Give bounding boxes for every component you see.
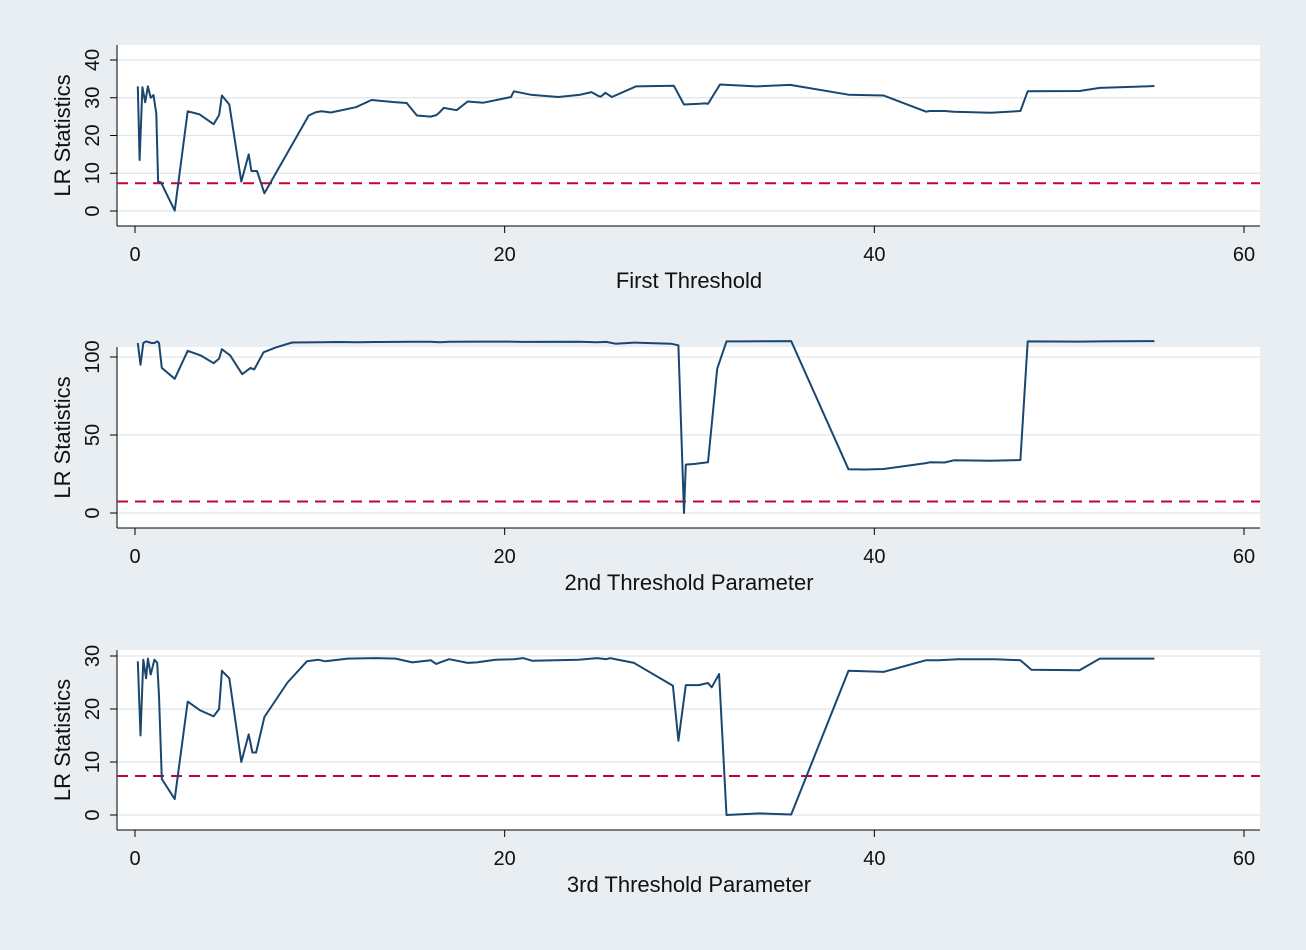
y-axis-title: LR Statistics — [50, 679, 75, 801]
y-tick-label: 10 — [82, 162, 104, 184]
x-tick-label: 40 — [863, 546, 885, 568]
y-tick-label: 20 — [82, 124, 104, 146]
y-tick-label: 10 — [82, 751, 104, 773]
y-tick-label: 0 — [82, 507, 104, 518]
lr-statistic-series-line — [136, 657, 1155, 816]
x-axis-title: First Threshold — [616, 268, 762, 293]
y-tick-label: 40 — [82, 49, 104, 71]
x-tick-label: 60 — [1233, 848, 1255, 870]
y-tick-label: 30 — [82, 87, 104, 109]
x-tick-label: 40 — [863, 848, 885, 870]
lr-statistic-series-line — [136, 340, 1155, 514]
y-axis-title: LR Statistics — [50, 74, 75, 196]
x-tick-label: 0 — [129, 546, 140, 568]
x-tick-label: 20 — [494, 848, 516, 870]
x-tick-label: 20 — [494, 244, 516, 266]
y-tick-label: 50 — [82, 424, 104, 446]
y-tick-label: 20 — [82, 698, 104, 720]
plot-area — [117, 347, 1260, 528]
x-tick-label: 60 — [1233, 244, 1255, 266]
x-axis-title: 2nd Threshold Parameter — [564, 570, 813, 595]
y-tick-label: 100 — [82, 340, 104, 373]
y-tick-label: 30 — [82, 645, 104, 667]
y-tick-label: 0 — [82, 205, 104, 216]
panel-first-threshold: 0 10 20 30 40 0 20 40 60 First Threshold LR Statis… — [50, 45, 1260, 293]
x-tick-label: 20 — [494, 546, 516, 568]
y-axis-title: LR Statistics — [50, 376, 75, 498]
plot-area — [117, 650, 1260, 830]
lr-statistic-series-line — [136, 83, 1155, 212]
y-tick-label: 0 — [82, 809, 104, 820]
x-tick-label: 40 — [863, 244, 885, 266]
panel-third-threshold: 0 10 20 30 0 20 40 60 3rd Threshold Parameter LR … — [50, 645, 1260, 897]
x-tick-label: 0 — [129, 848, 140, 870]
panel-second-threshold: 0 50 100 0 20 40 60 2nd Threshold Parameter LR S… — [50, 340, 1260, 595]
x-tick-label: 60 — [1233, 546, 1255, 568]
x-axis-title: 3rd Threshold Parameter — [567, 872, 811, 897]
x-tick-label: 0 — [129, 244, 140, 266]
